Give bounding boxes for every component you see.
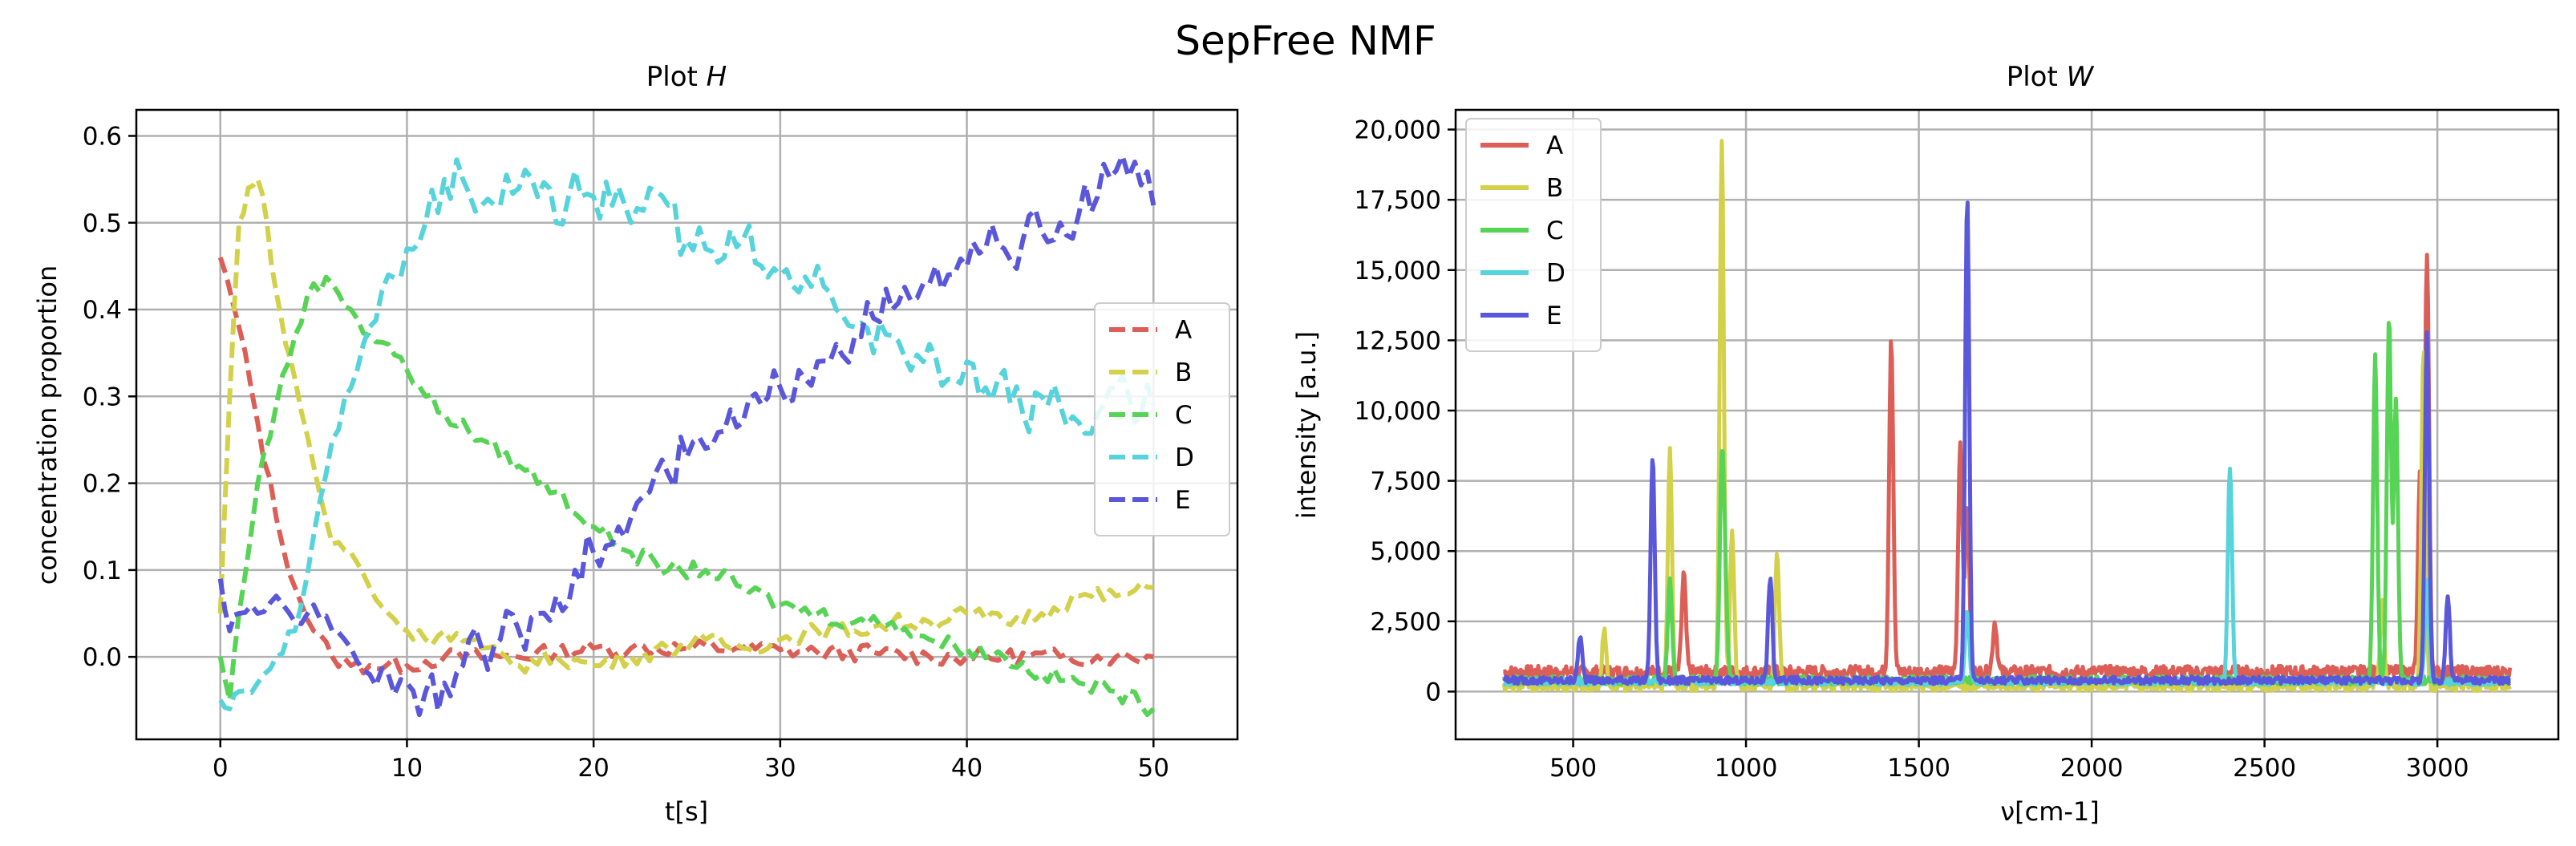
- w-legend-label: C: [1546, 217, 1564, 245]
- w-ytick-label: 12,500: [1355, 326, 1441, 355]
- plot-w-ylabel: intensity [a.u.]: [1291, 331, 1322, 519]
- plot-w-lines: [1501, 139, 2513, 694]
- plot-w-ticks: 500 1000 1500 2000 2500 3000 0 2,500 5,000 7,500 1…: [1355, 116, 2469, 783]
- plot-h: Plot H 0 10 20 30 40 500.00.10.20.30.40.50.6 …: [32, 61, 1239, 827]
- h-legend-box: [1094, 302, 1230, 536]
- w-ytick-label: 15,000: [1355, 257, 1441, 285]
- w-ytick-label: 17,500: [1355, 186, 1441, 215]
- w-ytick-label: 5,000: [1370, 537, 1441, 566]
- plot-h-title: Plot H: [646, 61, 727, 93]
- w-ytick-label: 10,000: [1355, 397, 1441, 426]
- w-legend-label: D: [1546, 259, 1565, 288]
- h-ytick-label: 0.5: [83, 209, 122, 238]
- plot-h-series-A: [217, 257, 1154, 676]
- plot-h-lines: [217, 153, 1156, 718]
- plot-w-frame: [1454, 108, 2560, 741]
- h-ytick-label: 0.2: [83, 470, 122, 499]
- h-legend-label: A: [1175, 316, 1192, 345]
- plot-w-title: Plot W: [2007, 61, 2095, 93]
- h-xtick-label: 10: [391, 754, 423, 783]
- w-ytick-label: 20,000: [1355, 116, 1441, 145]
- plot-h-ticks: 0 10 20 30 40 50 0.0 0.1 0.2 0.3 0.4 0.5 0.6: [83, 122, 1169, 783]
- plot-w-series-E: [1502, 200, 2511, 686]
- h-ytick-label: 0.6: [83, 122, 122, 151]
- plot-h-xlabel: t[s]: [665, 796, 708, 827]
- h-xtick-label: 20: [577, 754, 609, 783]
- h-legend-label: D: [1175, 443, 1194, 472]
- h-legend-label: C: [1175, 401, 1193, 430]
- h-ytick-label: 0.3: [83, 383, 122, 411]
- h-ytick-label: 0.1: [83, 557, 122, 585]
- h-ytick-label: 0.0: [83, 643, 122, 672]
- h-xtick-label: 40: [951, 754, 982, 783]
- plot-h-grid: [136, 110, 1237, 739]
- w-ytick-label: 0: [1425, 678, 1441, 706]
- plot-w: Plot W 500 1000 1500 2000 2500 3000 0 2,500 5,00…: [1291, 61, 2560, 827]
- plot-h-series-B: [217, 176, 1154, 675]
- plot-w-xlabel: ν[cm-1]: [2000, 796, 2100, 827]
- w-xtick-label: 1000: [1715, 754, 1778, 783]
- figure-suptitle: SepFree NMF: [1175, 18, 1436, 64]
- h-xtick-label: 50: [1138, 754, 1169, 783]
- w-xtick-label: 3000: [2406, 754, 2469, 783]
- w-legend-box: [1465, 118, 1602, 352]
- plot-h-series-D: [218, 157, 1156, 712]
- h-xtick-label: 30: [764, 754, 796, 783]
- h-legend-label: E: [1175, 486, 1191, 515]
- w-ytick-label: 7,500: [1370, 468, 1441, 496]
- h-ytick-label: 0.4: [83, 296, 122, 325]
- h-legend-label: B: [1175, 358, 1192, 387]
- w-legend-label: A: [1546, 132, 1563, 160]
- plot-h-series-E: [217, 153, 1156, 718]
- plot-w-grid: [1456, 110, 2558, 739]
- h-xtick-label: 0: [213, 754, 229, 783]
- w-legend-label: E: [1546, 302, 1562, 330]
- w-xtick-label: 2500: [2233, 754, 2296, 783]
- w-legend-label: B: [1546, 174, 1563, 203]
- w-xtick-label: 500: [1549, 754, 1597, 783]
- plot-h-series-C: [217, 274, 1156, 718]
- plot-h-ylabel: concentration proportion: [32, 265, 63, 585]
- plot-h-frame: [135, 108, 1239, 741]
- w-ytick-label: 2,500: [1370, 608, 1441, 637]
- w-xtick-label: 2000: [2060, 754, 2124, 783]
- w-xtick-label: 1500: [1887, 754, 1950, 783]
